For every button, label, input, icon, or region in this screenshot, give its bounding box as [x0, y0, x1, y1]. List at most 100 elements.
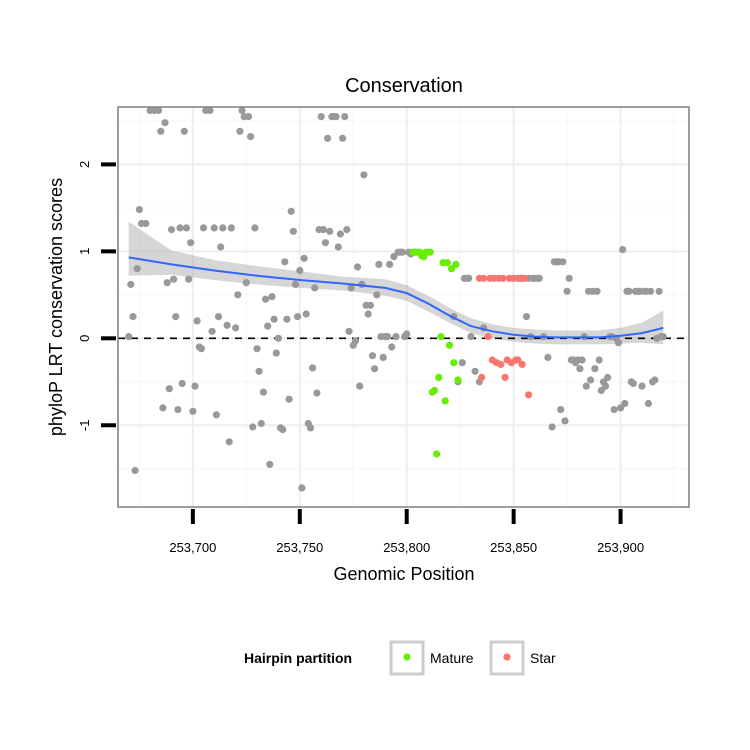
point-star [520, 274, 528, 282]
point-other [591, 365, 599, 373]
point-mature [445, 341, 454, 349]
point-other [625, 287, 633, 295]
point-mature [441, 397, 449, 405]
point-other [274, 334, 282, 342]
point-other [347, 284, 355, 292]
point-other [283, 315, 291, 323]
point-other [353, 263, 362, 271]
point-other [167, 226, 176, 234]
point-other [595, 356, 603, 364]
point-other [180, 127, 188, 135]
legend-key [489, 640, 525, 676]
point-other [582, 382, 590, 390]
legend-title: Hairpin partition [244, 650, 352, 666]
point-other [604, 373, 612, 381]
y-tick-label: -1 [77, 420, 92, 432]
point-other [364, 310, 372, 318]
point-other [390, 253, 398, 261]
x-tick-label: 253,750 [276, 540, 323, 555]
point-mature [435, 373, 443, 381]
point-other [223, 321, 231, 329]
point-other [614, 339, 623, 347]
panel-border [117, 106, 690, 508]
point-other [142, 219, 150, 228]
point-other [309, 364, 317, 372]
point-other [131, 466, 139, 475]
point-other [165, 385, 173, 393]
point-other [159, 404, 167, 412]
point-other [244, 113, 253, 121]
point-other [371, 365, 379, 373]
point-mature [450, 359, 458, 367]
series-other [125, 106, 667, 492]
point-mature [433, 450, 441, 458]
point-other [210, 224, 218, 232]
point-mature [437, 333, 445, 341]
chart-title: Conservation [345, 75, 463, 97]
point-other [343, 226, 351, 234]
point-other [655, 287, 663, 295]
point-other [285, 395, 293, 403]
point-other [644, 399, 653, 408]
point-other [360, 171, 368, 179]
legend-key-point [503, 653, 511, 661]
plot-panel [118, 107, 689, 507]
point-other [242, 279, 250, 287]
point-other [266, 460, 274, 468]
point-other [219, 224, 227, 232]
confidence-band [128, 221, 664, 345]
point-other [212, 411, 220, 419]
point-other [578, 356, 586, 364]
point-other [272, 349, 280, 357]
point-other [234, 291, 242, 299]
point-other [383, 333, 392, 341]
point-other [189, 407, 197, 415]
y-axis: -1 0 1 2 [77, 161, 116, 431]
x-tick-label: 253,800 [383, 540, 430, 555]
point-other [259, 388, 267, 396]
point-other [544, 353, 552, 361]
point-other [597, 386, 605, 395]
point-other [227, 224, 235, 232]
point-star [525, 391, 533, 399]
point-other [232, 324, 240, 332]
point-other [629, 379, 638, 388]
point-other [251, 224, 259, 232]
point-other [182, 224, 190, 232]
point-other [127, 280, 135, 288]
point-other [236, 127, 244, 135]
point-other [262, 295, 270, 303]
point-other [135, 206, 143, 214]
point-star [501, 373, 509, 381]
point-mature [426, 248, 434, 256]
point-other [386, 260, 394, 268]
point-other [253, 345, 261, 353]
y-tick-label: 2 [77, 161, 92, 168]
smooth-trend-line [128, 256, 664, 339]
point-star [499, 274, 507, 282]
trend-line [128, 256, 664, 339]
x-axis: 253,700 253,750 253,800 253,850 253,900 [169, 509, 644, 555]
point-other [249, 423, 257, 431]
point-other [174, 406, 182, 414]
point-other [621, 399, 629, 408]
point-other [191, 382, 199, 390]
point-other [522, 313, 531, 321]
point-other [172, 313, 180, 321]
point-other [296, 266, 304, 275]
point-star [509, 274, 518, 282]
point-other [238, 106, 246, 115]
point-other [133, 265, 141, 273]
point-other [403, 330, 411, 338]
y-tick-label: 0 [77, 335, 92, 342]
smooth-confidence-band [128, 221, 664, 345]
legend-label: Mature [430, 650, 474, 666]
point-other [257, 419, 265, 428]
point-other [294, 313, 302, 321]
y-tick-label: 1 [77, 248, 92, 255]
point-other [334, 243, 342, 251]
point-other [557, 406, 565, 414]
point-other [332, 113, 340, 121]
point-other [458, 359, 466, 367]
